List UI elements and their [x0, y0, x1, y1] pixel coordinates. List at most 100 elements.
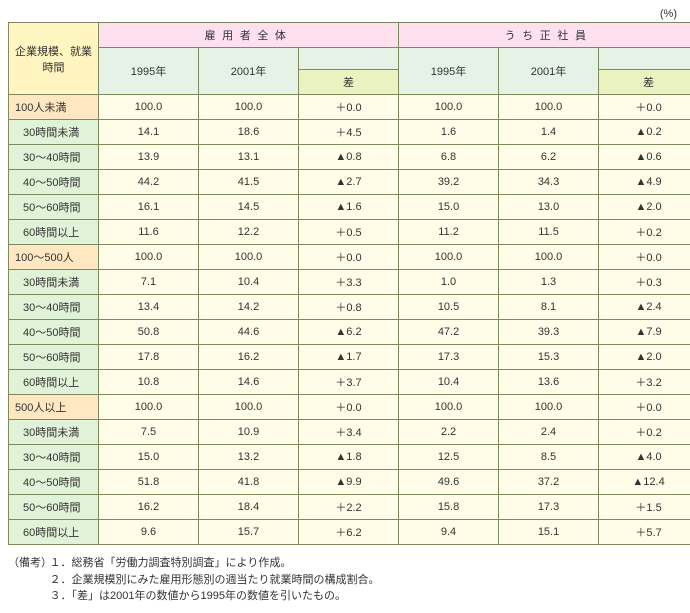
table-cell: 100.0 — [199, 95, 299, 120]
table-cell: 100.0 — [499, 395, 599, 420]
table-cell: 39.2 — [399, 170, 499, 195]
table-cell: 1.6 — [399, 120, 499, 145]
table-cell: 51.8 — [99, 470, 199, 495]
notes-line: １．総務省「労働力調査特別調査」により作成。 — [50, 555, 380, 572]
table-cell: 14.1 — [99, 120, 199, 145]
table-cell: 12.2 — [199, 220, 299, 245]
table-cell: ▲1.6 — [299, 195, 399, 220]
table-cell: 13.6 — [499, 370, 599, 395]
table-cell: 7.5 — [99, 420, 199, 445]
table-cell: 13.1 — [199, 145, 299, 170]
table-cell: ＋3.2 — [599, 370, 690, 395]
table-cell: ＋3.4 — [299, 420, 399, 445]
table-cell: ＋5.7 — [599, 520, 690, 545]
table-cell: 8.5 — [499, 445, 599, 470]
table-cell: 100.0 — [99, 395, 199, 420]
table-cell: 2.4 — [499, 420, 599, 445]
table-cell: 8.1 — [499, 295, 599, 320]
table-cell: 17.3 — [499, 495, 599, 520]
table-cell: ▲7.9 — [599, 320, 690, 345]
table-cell: ＋6.2 — [299, 520, 399, 545]
table-cell: 9.4 — [399, 520, 499, 545]
table-cell: 10.4 — [399, 370, 499, 395]
table-cell: 10.8 — [99, 370, 199, 395]
table-cell: ＋0.0 — [299, 95, 399, 120]
table-cell: 44.2 — [99, 170, 199, 195]
table-cell: 100.0 — [399, 395, 499, 420]
table-cell: 13.9 — [99, 145, 199, 170]
subrow-label: 30～40時間 — [9, 295, 99, 320]
table-cell: ▲2.0 — [599, 345, 690, 370]
table-cell: 39.3 — [499, 320, 599, 345]
header-corner: 企業規模、就業時間 — [9, 23, 99, 95]
unit-label: (%) — [8, 8, 682, 20]
table-cell: 34.3 — [499, 170, 599, 195]
table-cell: ▲1.7 — [299, 345, 399, 370]
table-cell: 2.2 — [399, 420, 499, 445]
table-cell: ▲6.2 — [299, 320, 399, 345]
table-cell: ▲2.0 — [599, 195, 690, 220]
table-cell: ＋0.0 — [299, 395, 399, 420]
table-cell: ▲0.6 — [599, 145, 690, 170]
header-group-regular: うち正社員 — [399, 23, 690, 48]
table-cell: ＋0.2 — [599, 420, 690, 445]
table-cell: 17.8 — [99, 345, 199, 370]
table-cell: 16.1 — [99, 195, 199, 220]
table-cell: ＋1.5 — [599, 495, 690, 520]
table-cell: 14.2 — [199, 295, 299, 320]
subrow-label: 40～50時間 — [9, 470, 99, 495]
table-cell: 15.7 — [199, 520, 299, 545]
table-cell: ＋0.0 — [599, 395, 690, 420]
table-cell: 7.1 — [99, 270, 199, 295]
table-cell: 100.0 — [499, 245, 599, 270]
notes-label: （備考） — [8, 555, 47, 572]
table-cell: ▲4.9 — [599, 170, 690, 195]
table-cell: 10.5 — [399, 295, 499, 320]
table-cell: 49.6 — [399, 470, 499, 495]
header-group-all: 雇用者全体 — [99, 23, 399, 48]
subrow-label: 60時間以上 — [9, 220, 99, 245]
table-cell: 37.2 — [499, 470, 599, 495]
table-cell: 100.0 — [499, 95, 599, 120]
table-cell: 15.3 — [499, 345, 599, 370]
table-cell: 41.8 — [199, 470, 299, 495]
table-cell: 44.6 — [199, 320, 299, 345]
table-cell: ▲2.7 — [299, 170, 399, 195]
header-spacer — [599, 48, 690, 70]
table-cell: 11.2 — [399, 220, 499, 245]
table-cell: 13.0 — [499, 195, 599, 220]
table-cell: ▲12.4 — [599, 470, 690, 495]
table-cell: ▲0.8 — [299, 145, 399, 170]
table-cell: 14.5 — [199, 195, 299, 220]
table-cell: ＋4.5 — [299, 120, 399, 145]
table-cell: 13.4 — [99, 295, 199, 320]
table-cell: ＋0.0 — [599, 245, 690, 270]
table-cell: 6.8 — [399, 145, 499, 170]
subrow-label: 30時間未満 — [9, 270, 99, 295]
table-cell: 9.6 — [99, 520, 199, 545]
subrow-label: 30～40時間 — [9, 145, 99, 170]
header-spacer — [299, 48, 399, 70]
header-all-2001: 2001年 — [199, 48, 299, 95]
table-cell: 13.2 — [199, 445, 299, 470]
table-cell: 18.6 — [199, 120, 299, 145]
notes-line: ３．「差」は2001年の数値から1995年の数値を引いたもの。 — [50, 588, 380, 605]
table-cell: 100.0 — [399, 95, 499, 120]
table-cell: ＋0.8 — [299, 295, 399, 320]
table-cell: 15.8 — [399, 495, 499, 520]
header-all-diff: 差 — [299, 70, 399, 95]
table-cell: 1.0 — [399, 270, 499, 295]
table-cell: ▲1.8 — [299, 445, 399, 470]
data-table: 企業規模、就業時間 雇用者全体 うち正社員 1995年 2001年 1995年 … — [8, 22, 690, 545]
group-label: 100人未満 — [9, 95, 99, 120]
table-cell: ＋2.2 — [299, 495, 399, 520]
table-cell: ＋0.0 — [299, 245, 399, 270]
table-cell: 10.4 — [199, 270, 299, 295]
table-cell: 18.4 — [199, 495, 299, 520]
table-cell: 100.0 — [199, 245, 299, 270]
table-cell: 17.3 — [399, 345, 499, 370]
subrow-label: 50～60時間 — [9, 195, 99, 220]
subrow-label: 50～60時間 — [9, 345, 99, 370]
table-cell: 50.8 — [99, 320, 199, 345]
subrow-label: 30～40時間 — [9, 445, 99, 470]
